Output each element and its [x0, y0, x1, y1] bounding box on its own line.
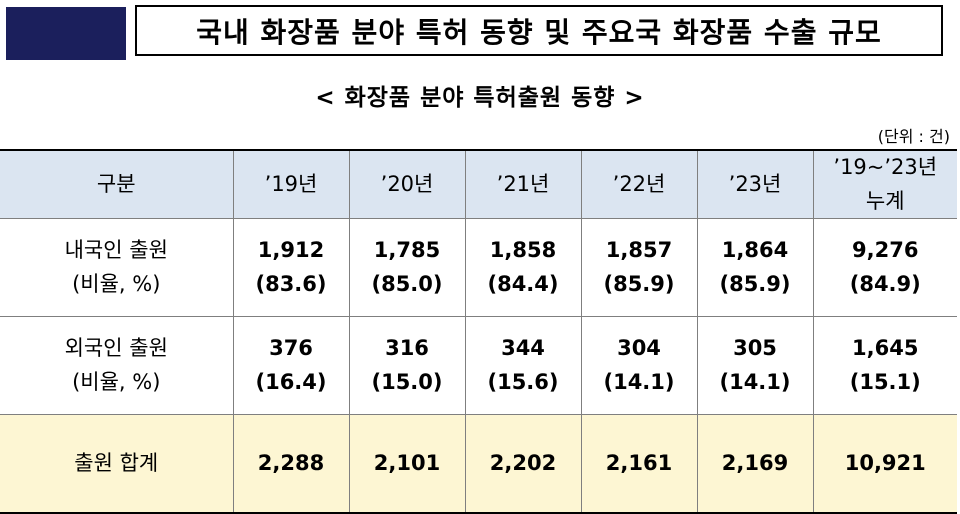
table-row-foreign: 외국인 출원 (비율, %) 376 (16.4) 316 (15.0) 344 (1…: [0, 316, 957, 416]
cell-foreign-2020: 316 (15.0): [348, 316, 466, 416]
ratio: (14.1): [719, 369, 791, 394]
header-2023: ’23년: [696, 149, 814, 220]
table-header-row: 구분 ’19년 ’20년 ’21년 ’22년 ’23년 ’19~’23년 누계: [0, 149, 957, 220]
table-row-total: 출원 합계 2,288 2,101 2,202 2,161 2,169 10,9…: [0, 414, 957, 514]
header-2019: ’19년: [232, 149, 350, 220]
cell-domestic-cumulative: 9,276 (84.9): [812, 218, 957, 318]
header-2021: ’21년: [464, 149, 582, 220]
page-title: 국내 화장품 분야 특허 동향 및 주요국 화장품 수출 규모: [135, 5, 943, 56]
ratio: (83.6): [255, 271, 327, 296]
row-label-foreign: 외국인 출원 (비율, %): [0, 316, 234, 416]
cell-total-2019: 2,288: [232, 414, 350, 514]
count: 305: [733, 336, 777, 361]
count: 1,912: [257, 238, 325, 263]
count: 1,858: [489, 238, 557, 263]
header-cumulative: ’19~’23년 누계: [812, 149, 957, 220]
cell-total-2022: 2,161: [580, 414, 698, 514]
cell-domestic-2022: 1,857 (85.9): [580, 218, 698, 318]
count: 9,276: [852, 238, 919, 263]
count: 1,785: [373, 238, 441, 263]
cell-foreign-2023: 305 (14.1): [696, 316, 814, 416]
cell-foreign-2021: 344 (15.6): [464, 316, 582, 416]
cell-foreign-2022: 304 (14.1): [580, 316, 698, 416]
count: 344: [501, 336, 545, 361]
ratio: (15.6): [487, 369, 559, 394]
ratio: (15.0): [371, 369, 443, 394]
row-label-foreign-title: 외국인 출원: [64, 336, 168, 361]
header-2020: ’20년: [348, 149, 466, 220]
row-label-total: 출원 합계: [0, 414, 234, 514]
count: 316: [385, 336, 429, 361]
cell-foreign-2019: 376 (16.4): [232, 316, 350, 416]
table-subtitle: < 화장품 분야 특허출원 동향 >: [315, 85, 645, 111]
unit-note: (단위 : 건): [877, 127, 950, 146]
cell-total-2020: 2,101: [348, 414, 466, 514]
cell-total-2021: 2,202: [464, 414, 582, 514]
header-2022: ’22년: [580, 149, 698, 220]
row-label-foreign-ratio: (비율, %): [72, 369, 161, 394]
ratio: (85.0): [371, 271, 443, 296]
ratio: (16.4): [255, 369, 327, 394]
header-cumulative-range: ’19~’23년: [833, 155, 938, 179]
count: 1,857: [605, 238, 673, 263]
cell-domestic-2021: 1,858 (84.4): [464, 218, 582, 318]
ratio: (15.1): [849, 369, 921, 394]
cell-foreign-cumulative: 1,645 (15.1): [812, 316, 957, 416]
header-cumulative-label: 누계: [865, 188, 905, 213]
count: 1,645: [852, 336, 919, 361]
header-color-block: [6, 7, 126, 60]
cell-domestic-2023: 1,864 (85.9): [696, 218, 814, 318]
table-row-domestic: 내국인 출원 (비율, %) 1,912 (83.6) 1,785 (85.0) 1…: [0, 218, 957, 318]
row-label-domestic: 내국인 출원 (비율, %): [0, 218, 234, 318]
ratio: (84.4): [487, 271, 559, 296]
ratio: (84.9): [849, 271, 921, 296]
ratio: (14.1): [603, 369, 675, 394]
row-label-domestic-title: 내국인 출원: [64, 238, 168, 263]
cell-total-cumulative: 10,921: [812, 414, 957, 514]
count: 1,864: [721, 238, 789, 263]
header-category: 구분: [0, 149, 234, 220]
cell-domestic-2020: 1,785 (85.0): [348, 218, 466, 318]
row-label-domestic-ratio: (비율, %): [72, 271, 161, 296]
cell-domestic-2019: 1,912 (83.6): [232, 218, 350, 318]
cell-total-2023: 2,169: [696, 414, 814, 514]
count: 304: [617, 336, 661, 361]
count: 376: [269, 336, 313, 361]
page-title-text: 국내 화장품 분야 특허 동향 및 주요국 화장품 수출 규모: [196, 15, 882, 49]
patent-table: 구분 ’19년 ’20년 ’21년 ’22년 ’23년 ’19~’23년 누계 …: [0, 149, 957, 514]
ratio: (85.9): [603, 271, 675, 296]
ratio: (85.9): [719, 271, 791, 296]
